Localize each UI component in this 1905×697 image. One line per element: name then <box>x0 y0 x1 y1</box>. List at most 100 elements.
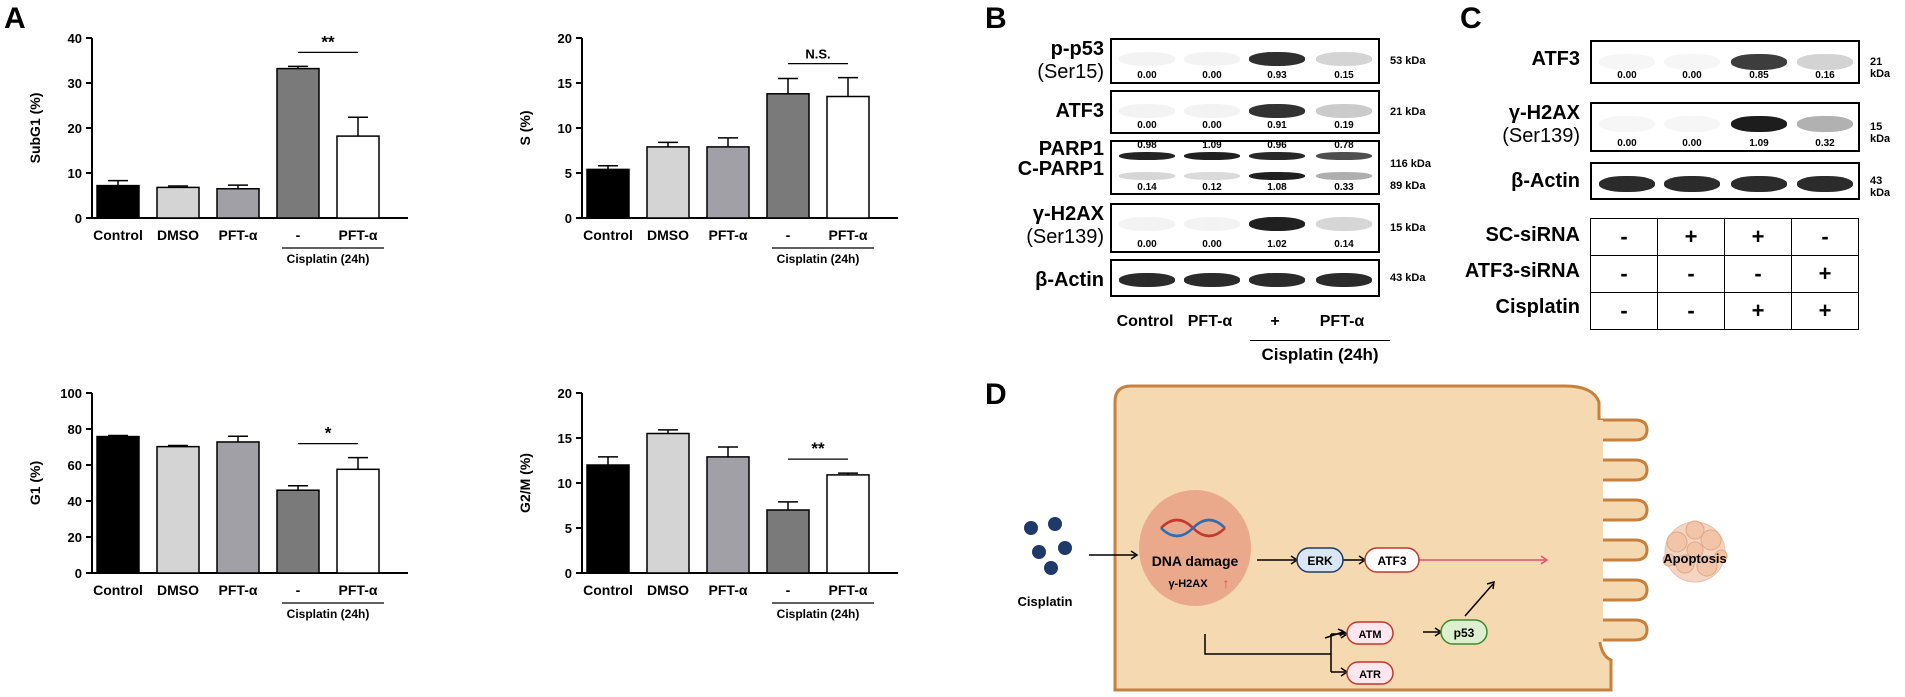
blot-band <box>1184 217 1240 231</box>
group-label: Cisplatin (24h) <box>777 607 860 621</box>
lane-label: + <box>1270 313 1280 330</box>
bar <box>586 168 630 219</box>
blot-band <box>1184 104 1240 118</box>
y-axis-label: SubG1 (%) <box>27 93 43 164</box>
blot-label: C-PARP1 <box>960 158 1104 181</box>
condition-mark: - <box>1590 292 1658 330</box>
kda-label: 15 kDa <box>1870 121 1891 145</box>
lane-label: PFT-α <box>1187 313 1233 330</box>
y-tick-label: 20 <box>68 530 82 545</box>
condition-mark: + <box>1724 218 1792 256</box>
blot-label: β-Actin <box>960 269 1104 292</box>
condition-label: SC-siRNA <box>1485 224 1580 246</box>
atf3-label: ATF3 <box>1377 554 1406 568</box>
atr-label: ATR <box>1359 669 1381 681</box>
blot-band <box>1249 152 1305 160</box>
band-quant-value: 0.33 <box>1334 182 1354 193</box>
y-tick-label: 20 <box>558 31 572 46</box>
y-tick-label: 0 <box>565 211 572 226</box>
bar <box>276 489 320 574</box>
condition-table: - + + - - - - + - - + + <box>1590 218 1859 330</box>
blot-label: γ-H2AX (Ser139) <box>1440 102 1580 148</box>
chart-g1: G1 (%) 0 20 40 60 80 100 Control DMSO PFT-α - PFT-α… <box>27 386 408 621</box>
blot-row-label: p-p53 <box>1050 38 1104 60</box>
p53-node <box>1440 619 1488 645</box>
kda-label: 21 kDa <box>1870 56 1891 80</box>
blot-band <box>1184 172 1240 180</box>
bar <box>586 464 630 574</box>
blot-band <box>1249 52 1305 66</box>
y-tick-label: 30 <box>68 76 82 91</box>
blot-c-box: 0.00 0.00 0.85 0.16 <box>1590 40 1860 84</box>
atr-node <box>1346 661 1394 685</box>
blot-band <box>1119 104 1175 118</box>
y-axis-label: G1 (%) <box>27 461 43 505</box>
bar <box>216 188 260 219</box>
band-quant-value: 0.98 <box>1137 140 1157 151</box>
blot-band <box>1119 217 1175 231</box>
x-tick-label: PFT-α <box>219 227 258 243</box>
group-label: Cisplatin (24h) <box>1261 345 1379 364</box>
x-tick-label: Control <box>93 227 143 243</box>
blot-c-box <box>1590 162 1860 200</box>
kda-label: 21 kDa <box>1390 106 1426 118</box>
blot-band <box>1731 176 1787 192</box>
blot-band <box>1119 273 1175 287</box>
blot-row-label: ATF3 <box>1531 48 1580 70</box>
x-tick-label: PFT-α <box>219 582 258 598</box>
y-tick-label: 100 <box>60 386 82 401</box>
bar <box>826 95 870 219</box>
blot-row-label: C-PARP1 <box>1017 158 1104 180</box>
band-quant-value: 0.00 <box>1202 120 1222 131</box>
blot-label: ATF3 <box>1440 48 1580 71</box>
kda-label: 53 kDa <box>1390 55 1426 67</box>
panel-letter-a: A <box>4 2 26 35</box>
bar <box>706 456 750 574</box>
y-tick-label: 0 <box>75 211 82 226</box>
panel-letter-b: B <box>985 2 1007 35</box>
condition-mark: + <box>1657 218 1725 256</box>
blot-band <box>1119 172 1175 180</box>
blot-row-label: β-Actin <box>1511 170 1580 192</box>
condition-mark: - <box>1657 292 1725 330</box>
y-tick-label: 60 <box>68 458 82 473</box>
y-tick-label: 10 <box>68 166 82 181</box>
y-tick-label: 40 <box>68 494 82 509</box>
significance-label: N.S. <box>805 47 830 62</box>
band-quant-value: 0.12 <box>1202 182 1222 193</box>
band-quant-value: 0.15 <box>1334 70 1354 81</box>
kda-label: 89 kDa <box>1390 180 1426 192</box>
significance-label: ** <box>811 439 825 458</box>
band-quant-value: 1.08 <box>1267 182 1287 193</box>
lane-label: PFT-α <box>1319 313 1365 330</box>
band-quant-value: 0.19 <box>1334 120 1354 131</box>
blot-label: γ-H2AX (Ser139) <box>960 203 1104 249</box>
band-quant-value: 0.96 <box>1267 140 1287 151</box>
x-tick-label: PFT-α <box>339 582 378 598</box>
group-line <box>1250 340 1390 341</box>
erk-node <box>1296 547 1344 573</box>
bar <box>336 468 380 574</box>
band-quant-value: 0.85 <box>1749 70 1769 81</box>
significance-label: ** <box>321 32 335 51</box>
blot-row-sublabel: (Ser139) <box>1502 125 1580 147</box>
p53-label: p53 <box>1454 626 1475 640</box>
blot-label: p-p53 (Ser15) <box>960 38 1104 84</box>
blot-row-label: γ-H2AX <box>1508 102 1580 124</box>
blot-c-box: 0.00 0.00 1.09 0.32 <box>1590 102 1860 152</box>
x-tick-label: DMSO <box>157 582 199 598</box>
chart-g2m: G2/M (%) 0 5 10 15 20 Control DMSO PFT-α - PFT-α Ci… <box>517 386 898 621</box>
band-quant-value: 0.14 <box>1137 182 1157 193</box>
band-quant-value: 0.00 <box>1682 70 1702 81</box>
group-label: Cisplatin (24h) <box>777 252 860 266</box>
nucleus <box>1139 490 1251 606</box>
band-quant-value: 0.78 <box>1334 140 1354 151</box>
blot-band <box>1249 104 1305 118</box>
bar <box>156 186 200 219</box>
blot-row-sublabel: (Ser139) <box>1026 226 1104 248</box>
kda-label: 116 kDa <box>1390 158 1431 170</box>
erk-label: ERK <box>1307 554 1333 568</box>
y-tick-label: 15 <box>558 431 572 446</box>
lane-label: Control <box>1116 313 1174 330</box>
blot-b-box: 0.00 0.00 1.02 0.14 <box>1110 203 1380 253</box>
